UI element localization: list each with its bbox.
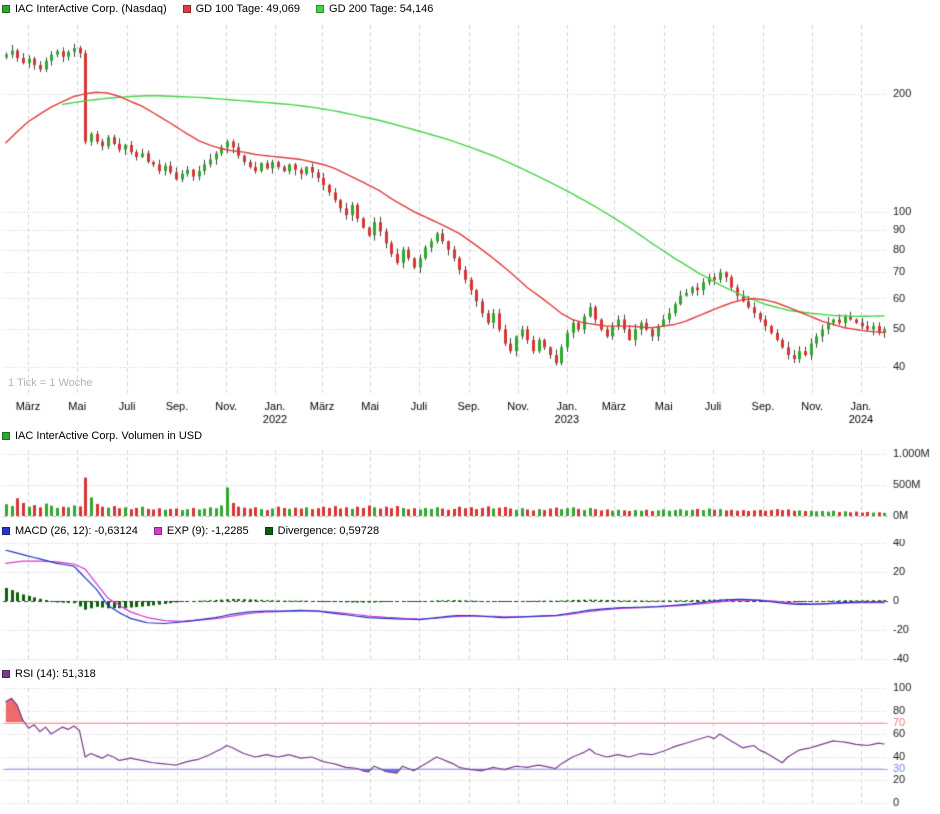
price-series-swatch — [2, 5, 10, 13]
gd100-swatch — [183, 5, 191, 13]
exp-label: EXP (9): -1,2285 — [167, 525, 249, 537]
gd200-swatch — [316, 5, 324, 13]
price-series-label: IAC InterActive Corp. (Nasdaq) — [15, 3, 167, 15]
gd200-label: GD 200 Tage: 54,146 — [329, 3, 433, 15]
volume-legend: IAC InterActive Corp. Volumen in USD — [0, 427, 940, 444]
rsi-legend: RSI (14): 51,318 — [0, 665, 940, 682]
volume-series-swatch — [2, 432, 10, 440]
stock-chart-page: IAC InterActive Corp. (Nasdaq) GD 100 Ta… — [0, 0, 940, 812]
macd-swatch — [2, 527, 10, 535]
price-legend: IAC InterActive Corp. (Nasdaq) GD 100 Ta… — [0, 0, 940, 17]
exp-swatch — [154, 527, 162, 535]
price-chart-canvas — [0, 17, 940, 427]
macd-chart-canvas — [0, 539, 940, 665]
rsi-chart-canvas — [0, 682, 940, 812]
gd100-label: GD 100 Tage: 49,069 — [196, 3, 300, 15]
rsi-label: RSI (14): 51,318 — [15, 668, 96, 680]
volume-chart-canvas — [0, 444, 940, 522]
rsi-swatch — [2, 670, 10, 678]
macd-label: MACD (26, 12): -0,63124 — [15, 525, 138, 537]
macd-legend: MACD (26, 12): -0,63124 EXP (9): -1,2285… — [0, 522, 940, 539]
price-panel: 1 Tick = 1 Woche — [0, 17, 940, 427]
volume-series-label: IAC InterActive Corp. Volumen in USD — [15, 430, 202, 442]
divergence-swatch — [265, 527, 273, 535]
tick-interval-note: 1 Tick = 1 Woche — [8, 377, 92, 389]
divergence-label: Divergence: 0,59728 — [278, 525, 380, 537]
